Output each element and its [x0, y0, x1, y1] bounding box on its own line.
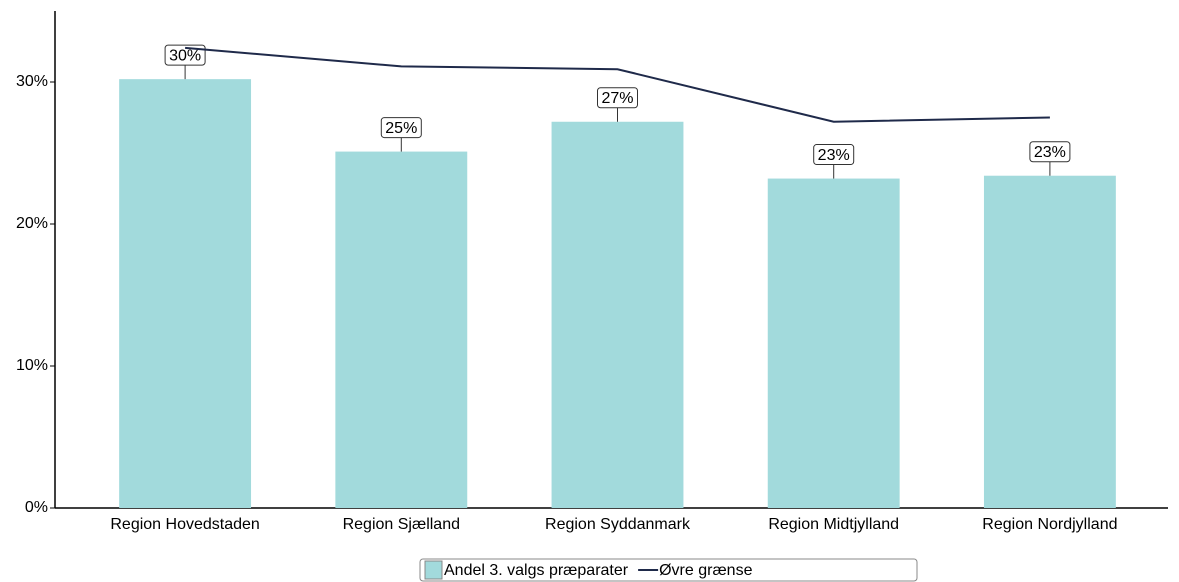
x-tick-label: Region Sjælland: [343, 516, 460, 533]
label-box: [813, 144, 855, 166]
bar: [335, 151, 468, 508]
legend: [419, 558, 918, 582]
data-label: 30%: [169, 47, 201, 64]
data-label: 25%: [385, 120, 417, 137]
bar: [767, 178, 900, 508]
label-box: [380, 117, 422, 139]
x-tick-label: Region Syddanmark: [545, 516, 691, 533]
data-label: 23%: [818, 147, 850, 164]
legend-swatch: [424, 560, 443, 580]
x-tick-label: Region Midtjylland: [768, 516, 899, 533]
x-tick-label: Region Nordjylland: [982, 516, 1117, 533]
y-tick-label: 0%: [25, 499, 48, 516]
line: [185, 46, 1050, 123]
y-tick-label: 20%: [16, 215, 48, 232]
label-box: [1029, 141, 1071, 163]
label-box: [164, 44, 206, 66]
legend-label: Andel 3. valgs præparater: [444, 562, 629, 579]
bar: [119, 79, 252, 508]
x-tick-label: Region Hovedstaden: [110, 516, 259, 533]
bar: [983, 175, 1116, 508]
y-tick-label: 30%: [16, 73, 48, 90]
y-tick-label: 10%: [16, 357, 48, 374]
bar: [551, 121, 684, 508]
data-label: 23%: [1034, 144, 1066, 161]
legend-label: Øvre grænse: [659, 562, 752, 579]
label-box: [597, 87, 638, 109]
data-label: 27%: [601, 90, 633, 107]
